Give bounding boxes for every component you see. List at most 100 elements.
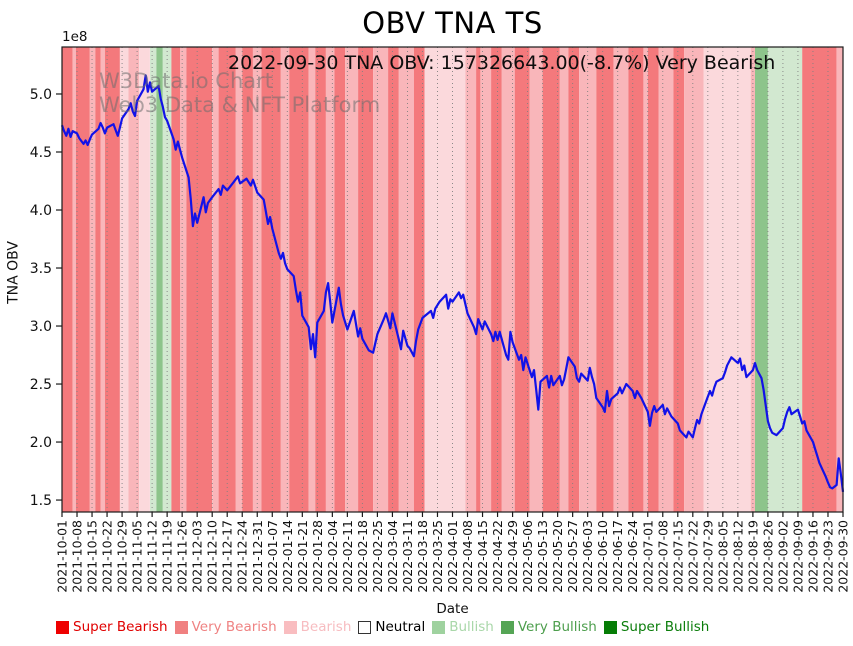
sentiment-band-b (658, 47, 674, 512)
x-tick-label: 2022-04-22 (490, 520, 505, 593)
sentiment-band-vb (334, 47, 346, 512)
sentiment-band-b (235, 47, 243, 512)
watermark-line2: Web3 Data & NFT Platform (99, 93, 381, 117)
sentiment-band-bu (767, 47, 803, 512)
x-tick-label: 2022-08-19 (745, 520, 760, 593)
legend-swatch-icon (56, 620, 69, 634)
sentiment-band-b (308, 47, 316, 512)
sentiment-band-b (836, 47, 843, 512)
x-tick-label: 2022-07-29 (700, 520, 715, 593)
sentiment-band-b (373, 47, 389, 512)
legend-swatch-icon (174, 620, 188, 634)
x-tick-label: 2022-03-11 (400, 520, 415, 593)
legend-swatch-icon (283, 620, 297, 634)
legend-item-super-bullish: Super Bullish (603, 619, 709, 635)
sentiment-band-b (501, 47, 515, 512)
x-tick-label: 2022-03-04 (385, 520, 400, 593)
sentiment-band-b (72, 47, 76, 512)
sentiment-band-vbu (156, 47, 163, 512)
sentiment-band-vb (104, 47, 120, 512)
sentiment-band-vb (315, 47, 326, 512)
x-tick-label: 2022-06-03 (580, 520, 595, 593)
x-tick-label: 2022-06-10 (595, 520, 610, 593)
sentiment-band-b (212, 47, 219, 512)
x-tick-label: 2022-07-15 (670, 520, 685, 593)
sentiment-band-pb (424, 47, 466, 512)
x-tick-label: 2022-08-26 (760, 520, 775, 593)
x-tick-label: 2022-01-14 (280, 520, 295, 593)
sentiment-band-vb (491, 47, 502, 512)
legend-item-neutral: Neutral (358, 619, 425, 635)
sentiment-band-vb (514, 47, 530, 512)
legend-swatch-icon (500, 620, 514, 634)
y-tick-label: 5.0 (30, 87, 52, 103)
x-tick-label: 2022-09-30 (836, 520, 851, 593)
x-tick-label: 2021-10-29 (115, 520, 130, 593)
x-tick-label: 2022-05-20 (550, 520, 565, 593)
sentiment-band-vb (647, 47, 659, 512)
x-tick-label: 2022-09-16 (806, 520, 821, 593)
sentiment-band-vb (802, 47, 837, 512)
sentiment-legend: Super Bearish Very Bearish Bearish Neutral B… (56, 619, 846, 635)
legend-label: Bearish (300, 619, 352, 635)
x-tick-label: 2022-05-13 (535, 520, 550, 593)
sentiment-band-b (325, 47, 335, 512)
legend-swatch-icon (432, 620, 446, 634)
obv-line (60, 74, 845, 493)
sentiment-band-b (613, 47, 629, 512)
x-tick-label: 2021-12-31 (250, 520, 265, 593)
y-axis-label: TNA OBV (5, 241, 22, 304)
sentiment-band-pb (119, 47, 129, 512)
x-tick-label: 2022-09-02 (775, 520, 790, 593)
x-tick-label: 2022-04-01 (445, 520, 460, 593)
y-tick-label: 2.5 (30, 377, 52, 393)
sentiment-band-pb (703, 47, 751, 512)
watermark-line1: W3Data.io Chart (99, 69, 274, 93)
x-tick-label: 2021-12-24 (235, 520, 250, 593)
x-tick-label: 2022-09-23 (821, 520, 836, 593)
sentiment-band-vb (413, 47, 425, 512)
sentiment-band-vb (171, 47, 180, 512)
x-tick-label: 2022-07-22 (685, 520, 700, 593)
chart-title: OBV TNA TS (362, 6, 543, 40)
sentiment-band-vb (568, 47, 580, 512)
sentiment-band-vb (542, 47, 560, 512)
sentiment-band-vb (596, 47, 614, 512)
x-tick-label: 2022-04-29 (505, 520, 520, 593)
x-tick-label: 2022-07-01 (640, 520, 655, 593)
sentiment-band-b (100, 47, 105, 512)
sentiment-band-vb (242, 47, 253, 512)
sentiment-band-vbu (755, 47, 768, 512)
last-value-annotation: 2022-09-30 TNA OBV: 157326643.00(-8.7%) … (228, 52, 776, 74)
sentiment-band-b (128, 47, 140, 512)
sentiment-band-vb (186, 47, 213, 512)
legend-item-bearish: Bearish (283, 619, 352, 635)
watermark: W3Data.io Chart Web3 Data & NFT Platform (99, 69, 380, 117)
x-axis-label: Date (436, 601, 469, 617)
sentiment-band-b (345, 47, 359, 512)
sentiment-band-vb (75, 47, 90, 512)
x-tick-label: 2022-09-09 (790, 520, 805, 593)
x-tick-label: 2021-12-17 (220, 520, 235, 593)
sentiment-band-vb (358, 47, 374, 512)
sentiment-band-vb (289, 47, 309, 512)
sentiment-band-vb (62, 47, 73, 512)
y-tick-label: 2.0 (30, 435, 52, 451)
x-tick-label: 2021-12-10 (205, 520, 220, 593)
sentiment-band-b (465, 47, 477, 512)
x-tick-label: 2022-08-05 (715, 520, 730, 593)
x-tick-label: 2021-11-12 (145, 520, 160, 593)
y-tick-label: 4.5 (30, 145, 52, 161)
x-tick-label: 2021-10-22 (100, 520, 115, 593)
x-tick-label: 2021-10-01 (55, 520, 70, 593)
x-tick-label: 2022-03-18 (415, 520, 430, 593)
legend-item-very-bearish: Very Bearish (174, 619, 277, 635)
x-tick-label: 2022-06-24 (625, 520, 640, 593)
x-tick-label: 2022-05-27 (565, 520, 580, 593)
x-tick-label: 2022-08-12 (730, 520, 745, 593)
legend-label: Neutral (375, 619, 426, 635)
legend-item-bullish: Bullish (432, 619, 494, 635)
x-tick-label: 2022-02-18 (355, 520, 370, 593)
legend-label: Very Bearish (191, 619, 277, 635)
